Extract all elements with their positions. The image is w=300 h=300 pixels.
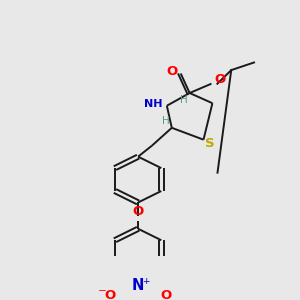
Text: +: + xyxy=(142,277,150,286)
Text: −: − xyxy=(98,286,107,296)
Text: O: O xyxy=(215,73,226,86)
Text: O: O xyxy=(105,289,116,300)
Text: O: O xyxy=(166,65,177,78)
Text: O: O xyxy=(133,205,144,218)
Text: NH: NH xyxy=(144,99,162,109)
Text: S: S xyxy=(205,136,214,150)
Text: H: H xyxy=(162,116,170,126)
Text: N: N xyxy=(132,278,144,293)
Text: H: H xyxy=(180,95,188,105)
Text: O: O xyxy=(160,289,172,300)
